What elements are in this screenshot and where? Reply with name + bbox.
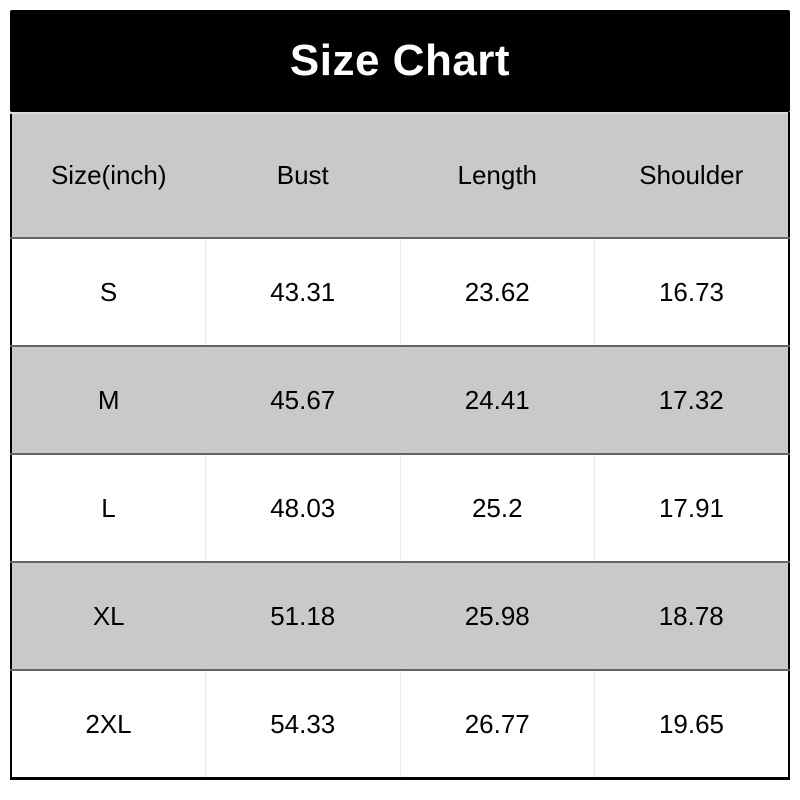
bust-cell: 51.18 (205, 561, 400, 670)
size-cell: XL (11, 561, 206, 670)
size-chart-table: Size(inch) Bust Length Shoulder S 43.31 … (10, 112, 790, 780)
column-header-length: Length (400, 113, 595, 238)
length-cell: 26.77 (399, 669, 595, 779)
size-cell: 2XL (11, 669, 206, 779)
bust-cell: 48.03 (205, 453, 400, 562)
bust-cell: 45.67 (205, 345, 400, 454)
column-header-shoulder: Shoulder (594, 113, 789, 238)
page-title: Size Chart (289, 36, 511, 85)
shoulder-cell: 19.65 (594, 669, 789, 779)
shoulder-cell: 17.91 (594, 453, 789, 562)
shoulder-cell: 17.32 (594, 345, 789, 454)
title-bar: Size Chart (10, 10, 790, 112)
column-header-bust: Bust (205, 113, 400, 238)
length-cell: 24.41 (400, 345, 595, 454)
size-cell: S (11, 237, 206, 346)
shoulder-cell: 18.78 (594, 561, 789, 670)
length-cell: 25.2 (399, 453, 595, 562)
length-cell: 23.62 (399, 237, 595, 346)
table-row-m: M 45.67 24.41 17.32 (11, 345, 789, 454)
table-row-xl: XL 51.18 25.98 18.78 (11, 561, 789, 670)
table-header-row: Size(inch) Bust Length Shoulder (11, 113, 789, 238)
column-header-size: Size(inch) (11, 113, 206, 238)
bust-cell: 54.33 (205, 669, 400, 779)
table-row-2xl: 2XL 54.33 26.77 19.65 (11, 669, 789, 779)
length-cell: 25.98 (400, 561, 595, 670)
size-cell: M (11, 345, 206, 454)
size-cell: L (11, 453, 206, 562)
table-row-s: S 43.31 23.62 16.73 (11, 237, 789, 346)
shoulder-cell: 16.73 (594, 237, 789, 346)
table-row-l: L 48.03 25.2 17.91 (11, 453, 789, 562)
bust-cell: 43.31 (205, 237, 400, 346)
